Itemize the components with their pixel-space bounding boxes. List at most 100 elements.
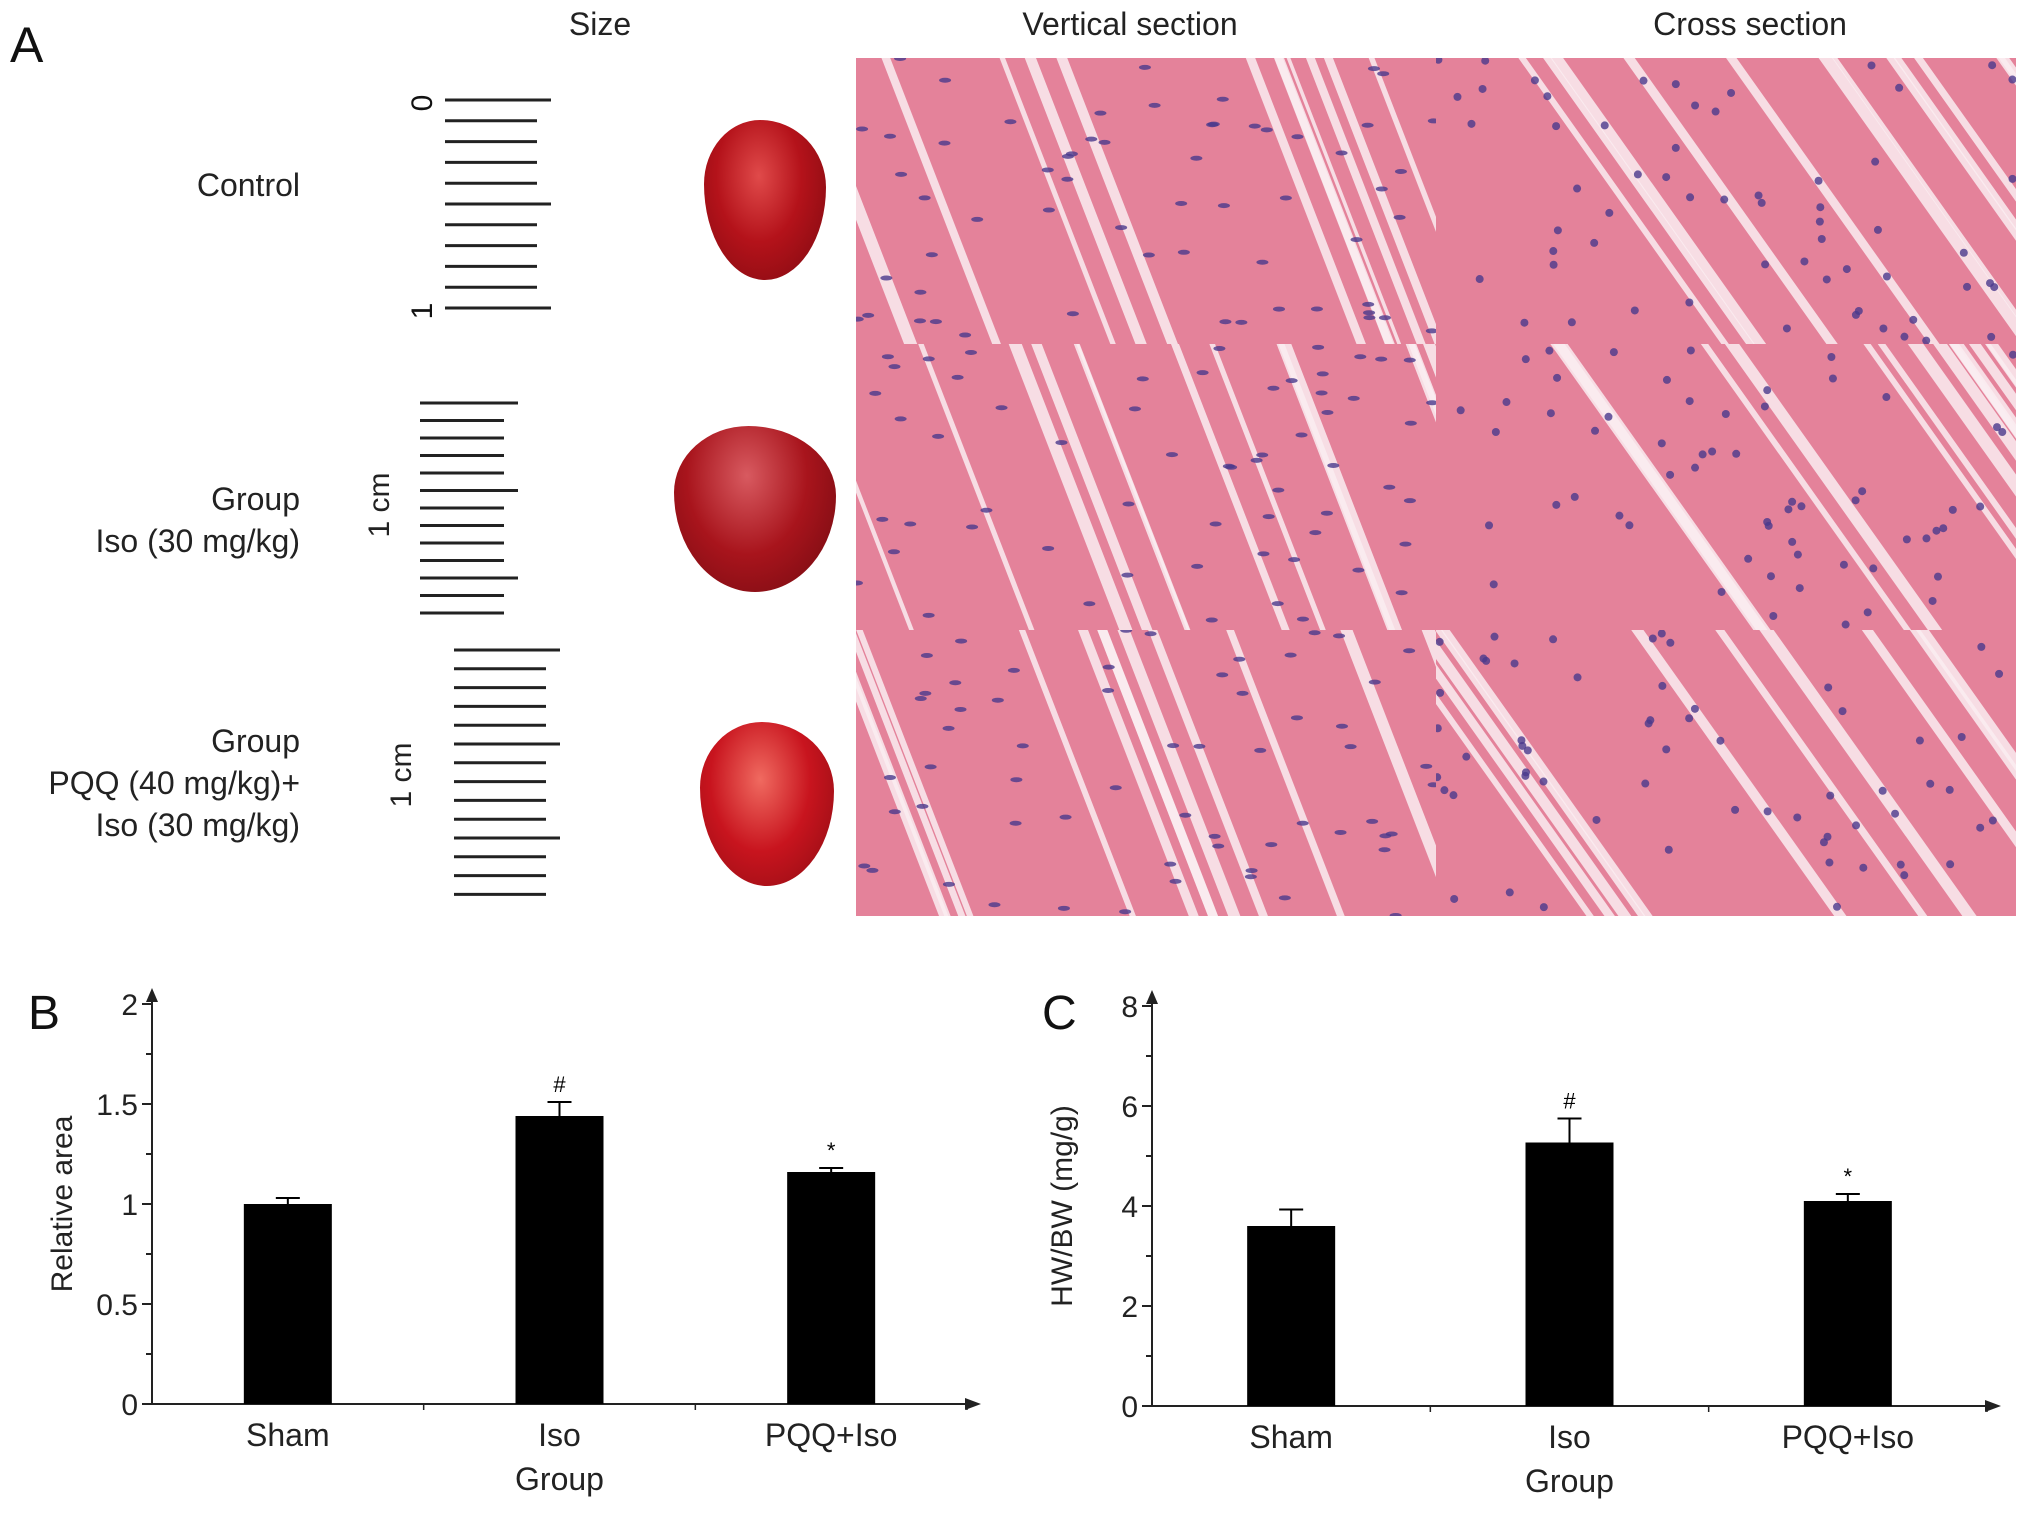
x-axis-label: Group: [515, 1461, 604, 1497]
significance-marker: *: [1844, 1164, 1853, 1189]
histology-tile-art: [856, 58, 1436, 344]
y-tick-label: 2: [1121, 1291, 1138, 1324]
tissue-gap: [1893, 58, 2016, 231]
nucleus: [1784, 505, 1793, 514]
nucleus: [1378, 315, 1391, 321]
nucleus: [1549, 635, 1558, 644]
tissue-gap: [856, 671, 951, 916]
nucleus: [1882, 393, 1891, 402]
nucleus: [1766, 572, 1775, 581]
nucleus: [1797, 502, 1806, 511]
nucleus: [1196, 370, 1209, 376]
nucleus: [920, 653, 933, 659]
x-tick-label: Iso: [1548, 1419, 1591, 1455]
x-axis-arrow: [965, 1398, 981, 1410]
nucleus: [1320, 510, 1333, 516]
nucleus: [1666, 638, 1675, 647]
nucleus: [1190, 155, 1203, 161]
nucleus: [1873, 225, 1882, 234]
nucleus: [1316, 371, 1329, 377]
column-header-cross-section: Cross section: [1653, 6, 1847, 42]
nucleus: [1895, 83, 1904, 92]
nucleus: [1828, 374, 1837, 383]
tissue-gap: [1117, 630, 1241, 916]
tissue-gap: [1018, 630, 1136, 916]
nucleus: [2009, 350, 2016, 359]
nucleus: [1658, 681, 1667, 690]
nucleus: [1591, 426, 1600, 435]
nucleus: [1260, 127, 1273, 133]
nucleus: [1254, 747, 1267, 753]
nucleus: [894, 416, 907, 422]
nucleus: [858, 863, 871, 869]
nucleus: [1041, 167, 1054, 173]
tissue-gap: [1209, 344, 1326, 630]
nucleus: [2008, 174, 2016, 183]
nucleus: [1691, 463, 1700, 472]
row-label-control: Control: [197, 164, 300, 206]
nucleus: [1662, 173, 1671, 182]
nucleus: [1959, 248, 1968, 257]
nucleus: [1395, 590, 1408, 596]
significance-marker: *: [827, 1138, 836, 1163]
nucleus: [1061, 176, 1074, 182]
nucleus: [1436, 688, 1445, 697]
nucleus: [1016, 743, 1029, 749]
nucleus: [1216, 672, 1229, 678]
nucleus: [1763, 807, 1772, 816]
nucleus: [1763, 517, 1772, 526]
nucleus: [1404, 420, 1417, 426]
nucleus: [1816, 203, 1825, 212]
tissue-gap: [1553, 344, 1771, 630]
nucleus: [1265, 842, 1278, 848]
nucleus: [916, 803, 929, 809]
tissue-gap: [1286, 58, 1402, 344]
nucleus: [1625, 521, 1634, 530]
tissue-gap: [1436, 663, 1615, 916]
nucleus: [1120, 630, 1133, 633]
nucleus: [1361, 122, 1374, 128]
nucleus: [1350, 237, 1363, 243]
tissue-gap: [1024, 58, 1147, 344]
nucleus: [1760, 402, 1769, 411]
nucleus: [1761, 260, 1770, 269]
nucleus: [1394, 168, 1407, 174]
nucleus: [1721, 410, 1730, 419]
nucleus: [1922, 534, 1931, 543]
nucleus: [1867, 61, 1876, 70]
nucleus: [1262, 514, 1275, 520]
nucleus: [913, 318, 926, 324]
nucleus: [1450, 894, 1459, 903]
nucleus: [1827, 353, 1836, 362]
nucleus: [856, 316, 864, 322]
nucleus: [932, 433, 945, 439]
nucleus: [1842, 265, 1851, 274]
nucleus: [1633, 170, 1642, 179]
nucleus: [1094, 110, 1107, 116]
histology-iso-vertical: [856, 344, 1436, 630]
nucleus: [919, 690, 932, 696]
nucleus: [1436, 724, 1442, 733]
nucleus: [1440, 786, 1449, 795]
x-tick-label: Iso: [538, 1417, 581, 1453]
tissue-gap: [1518, 58, 1729, 344]
x-axis-label: Group: [1525, 1463, 1614, 1499]
nucleus: [1690, 704, 1699, 713]
nucleus: [1644, 719, 1653, 728]
nucleus: [1708, 447, 1717, 456]
nucleus: [1841, 620, 1850, 629]
histology-tile-art: [1436, 630, 2016, 916]
histology-tile-art: [856, 630, 1436, 916]
tissue-gap: [1886, 58, 2016, 241]
tissue-gap: [1076, 344, 1191, 630]
nucleus: [954, 706, 967, 712]
nucleus: [1296, 820, 1309, 826]
nucleus: [1354, 354, 1367, 360]
nucleus: [1475, 275, 1484, 284]
nucleus: [1800, 257, 1809, 266]
nucleus: [951, 374, 964, 380]
nucleus: [1609, 348, 1618, 357]
y-axis-label: HW/BW (mg/g): [1046, 1105, 1079, 1307]
nucleus: [1128, 406, 1141, 412]
nucleus: [1995, 669, 2004, 678]
